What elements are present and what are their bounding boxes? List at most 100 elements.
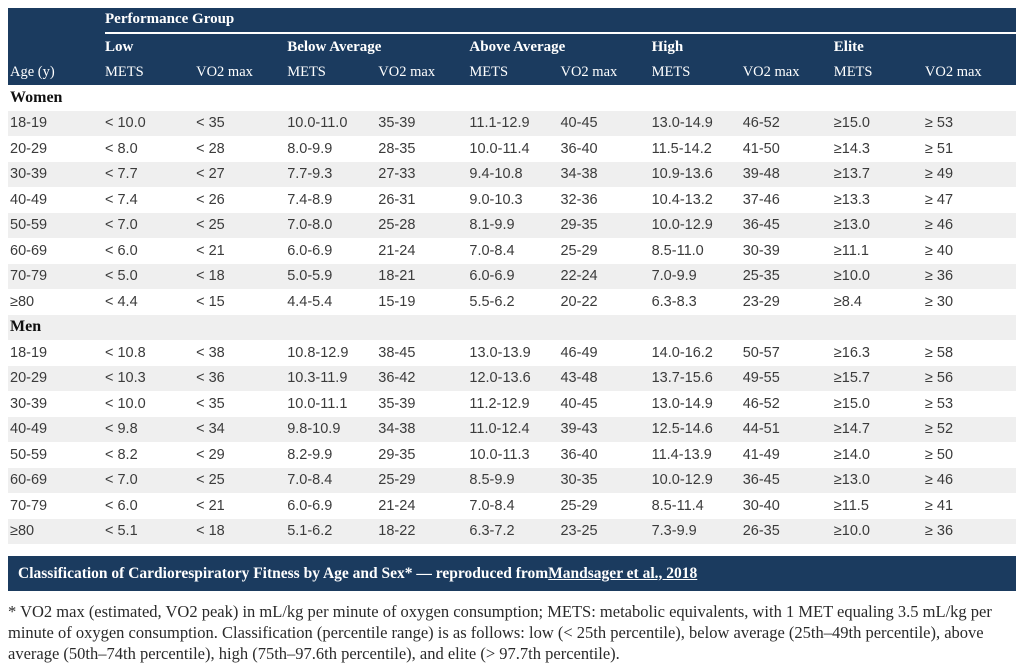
- data-cell: 36-40: [560, 140, 598, 157]
- data-cell: 13.0-14.9: [651, 115, 713, 132]
- column-header: METS: [833, 64, 873, 80]
- data-cell: 8.5-11.0: [651, 242, 704, 259]
- table-row: 40-49 < 9.8 < 34 9.8-10.9 34-38 11.0-12.4 39-4…: [8, 416, 1016, 442]
- data-cell: 25-35: [742, 268, 780, 285]
- data-cell: 5.5-6.2: [469, 293, 515, 310]
- data-cell: 10.0-11.4: [469, 140, 530, 157]
- data-cell: ≥ 49: [924, 166, 954, 183]
- column-header: VO2 max: [742, 64, 800, 80]
- column-header: VO2 max: [560, 64, 618, 80]
- data-cell: ≥ 30: [924, 293, 954, 310]
- data-cell: < 18: [196, 523, 225, 540]
- age-cell: 70-79: [10, 268, 48, 285]
- data-cell: < 10.8: [105, 344, 146, 361]
- data-cell: 34-38: [560, 166, 598, 183]
- data-cell: ≥8.4: [833, 293, 862, 310]
- data-cell: 32-36: [560, 191, 598, 208]
- data-cell: 6.0-6.9: [469, 268, 515, 285]
- data-cell: 8.0-9.9: [287, 140, 333, 157]
- data-cell: < 36: [196, 370, 225, 387]
- data-cell: < 29: [196, 446, 225, 463]
- data-cell: 5.0-5.9: [287, 268, 333, 285]
- data-cell: 35-39: [378, 115, 416, 132]
- data-cell: 13.0-14.9: [651, 395, 713, 412]
- age-cell: 18-19: [10, 115, 48, 132]
- data-cell: 36-45: [742, 217, 780, 234]
- data-cell: 10.8-12.9: [287, 344, 349, 361]
- data-cell: ≥ 58: [924, 344, 954, 361]
- data-cell: ≥ 47: [924, 191, 954, 208]
- group-label-below-average: Below Average: [287, 38, 382, 55]
- group-labels-row: Low Below Average Above Average High Eli…: [8, 34, 1016, 60]
- data-cell: 7.0-9.9: [651, 268, 697, 285]
- data-cell: < 26: [196, 191, 225, 208]
- data-cell: ≥ 46: [924, 217, 954, 234]
- group-label-elite: Elite: [833, 38, 864, 55]
- age-cell: 70-79: [10, 497, 48, 514]
- data-cell: 39-43: [560, 421, 598, 438]
- data-cell: 11.2-12.9: [469, 395, 530, 412]
- data-cell: < 5.1: [105, 523, 138, 540]
- data-cell: 8.5-9.9: [469, 472, 515, 489]
- data-cell: 14.0-16.2: [651, 344, 713, 361]
- table-row: ≥80 < 4.4 < 15 4.4-5.4 15-19 5.5-6.2 20-22 6.3-…: [8, 289, 1016, 315]
- age-cell: 40-49: [10, 421, 48, 438]
- data-cell: < 38: [196, 344, 225, 361]
- data-cell: ≥15.7: [833, 370, 870, 387]
- data-cell: 26-35: [742, 523, 780, 540]
- data-cell: < 28: [196, 140, 225, 157]
- data-cell: < 35: [196, 115, 225, 132]
- age-cell: 60-69: [10, 242, 48, 259]
- table-row: 50-59 < 7.0 < 25 7.0-8.0 25-28 8.1-9.9 29-35 10…: [8, 212, 1016, 238]
- data-cell: ≥15.0: [833, 115, 870, 132]
- data-cell: 35-39: [378, 395, 416, 412]
- data-cell: ≥ 51: [924, 140, 954, 157]
- data-cell: < 25: [196, 472, 225, 489]
- data-cell: 36-45: [742, 472, 780, 489]
- table-row: 70-79 < 6.0 < 21 6.0-6.9 21-24 7.0-8.4 25-29 8.…: [8, 493, 1016, 519]
- age-cell: 18-19: [10, 344, 48, 361]
- data-cell: 41-49: [742, 446, 780, 463]
- data-cell: < 25: [196, 217, 225, 234]
- data-cell: 41-50: [742, 140, 780, 157]
- data-cell: 21-24: [378, 242, 416, 259]
- data-cell: 25-29: [560, 497, 598, 514]
- data-cell: 38-45: [378, 344, 416, 361]
- data-cell: 30-40: [742, 497, 780, 514]
- data-cell: 10.0-11.0: [287, 115, 348, 132]
- data-cell: < 27: [196, 166, 225, 183]
- data-cell: 22-24: [560, 268, 598, 285]
- section-label: Men: [10, 318, 42, 336]
- data-cell: < 21: [196, 242, 225, 259]
- data-cell: 12.0-13.6: [469, 370, 531, 387]
- data-cell: 7.0-8.4: [469, 497, 515, 514]
- data-cell: 29-35: [378, 446, 416, 463]
- age-cell: 20-29: [10, 370, 48, 387]
- data-cell: ≥15.0: [833, 395, 870, 412]
- data-cell: 21-24: [378, 497, 416, 514]
- data-cell: < 35: [196, 395, 225, 412]
- performance-group-row: Performance Group: [8, 8, 1016, 34]
- data-cell: 44-51: [742, 421, 780, 438]
- data-cell: 37-46: [742, 191, 780, 208]
- table-row: ≥80 < 5.1 < 18 5.1-6.2 18-22 6.3-7.2 23-25 7.3-…: [8, 518, 1016, 544]
- data-cell: < 7.0: [105, 472, 138, 489]
- data-cell: < 4.4: [105, 293, 138, 310]
- data-cell: 8.2-9.9: [287, 446, 333, 463]
- data-cell: ≥ 50: [924, 446, 954, 463]
- table-row: 30-39 < 10.0 < 35 10.0-11.1 35-39 11.2-12.9 40…: [8, 391, 1016, 417]
- column-header: VO2 max: [196, 64, 253, 80]
- table-row: 70-79 < 5.0 < 18 5.0-5.9 18-21 6.0-6.9 22-24 7.…: [8, 263, 1016, 289]
- data-cell: 10.0-11.1: [287, 395, 348, 412]
- age-cell: 40-49: [10, 191, 48, 208]
- data-cell: ≥ 46: [924, 472, 954, 489]
- data-cell: 29-35: [560, 217, 598, 234]
- data-cell: < 15: [196, 293, 225, 310]
- data-cell: 7.7-9.3: [287, 166, 333, 183]
- source-link[interactable]: Mandsager et al., 2018: [548, 564, 698, 582]
- data-cell: 30-35: [560, 472, 598, 489]
- data-cell: 25-28: [378, 217, 416, 234]
- data-cell: 10.4-13.2: [651, 191, 713, 208]
- column-header: VO2 max: [378, 64, 436, 80]
